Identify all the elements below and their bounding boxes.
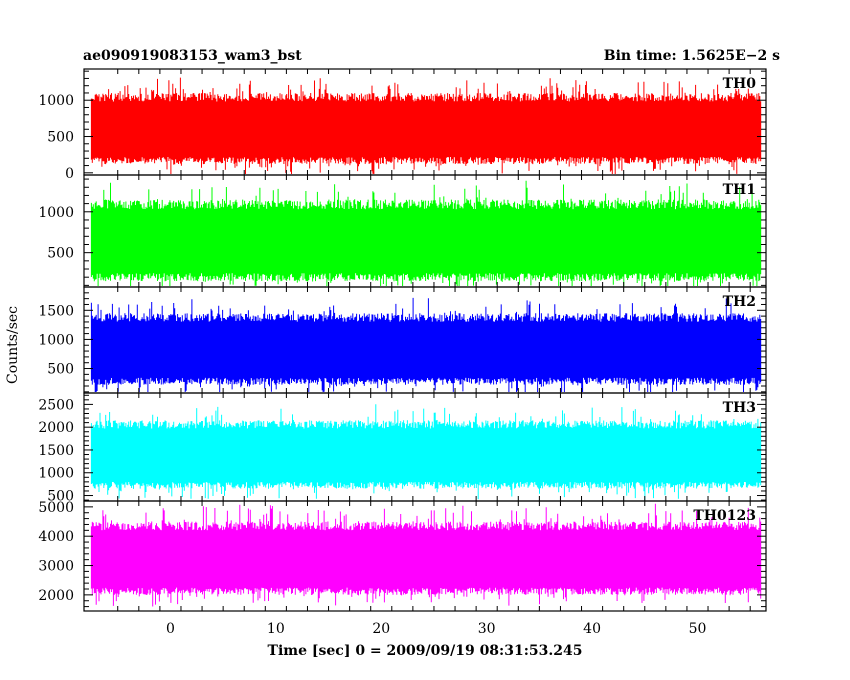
y-tick-label: 1000 — [38, 93, 74, 109]
bin-time-label: Bin time: 1.5625E−2 s — [604, 48, 780, 64]
y-tick-label: 1500 — [38, 443, 74, 459]
x-tick-label: 40 — [583, 621, 601, 637]
panel-name-th3: TH3 — [723, 400, 756, 416]
y-tick-label: 0 — [65, 166, 74, 182]
panel-th3: 500 1000 1500 2000 2500 TH3 — [38, 392, 767, 505]
panel-name-th0: TH0 — [723, 76, 757, 92]
series-th2-trace — [90, 297, 762, 392]
y-tick-label: 500 — [47, 246, 74, 262]
panel-th0123: 2000 3000 4000 5000 TH0123 — [38, 500, 767, 612]
panel-th2: 500 1000 1500 TH2 — [38, 286, 767, 394]
y-tick-label: 2500 — [38, 397, 74, 413]
series-th3-trace — [90, 404, 762, 500]
y-tick-label: 500 — [47, 362, 74, 378]
panel-frame — [83, 500, 767, 612]
x-axis-label: Time [sec] 0 = 2009/09/19 08:31:53.245 — [268, 643, 583, 659]
y-tick-label: 1000 — [38, 205, 74, 221]
x-tick-label: 50 — [689, 621, 707, 637]
x-tick-label: 0 — [166, 621, 175, 637]
y-tick-label: 1500 — [38, 303, 74, 319]
y-tick-label: 3000 — [38, 559, 74, 575]
figure-title: ae090919083153_wam3_bst — [83, 48, 302, 64]
y-tick-label: 2000 — [38, 420, 74, 436]
y-tick-label: 1000 — [38, 332, 74, 348]
panels-group: 05001000TH05001000TH150010001500TH250010… — [38, 68, 767, 637]
y-tick-label: 500 — [47, 130, 74, 146]
x-tick-label: 30 — [478, 621, 496, 637]
y-tick-label: 4000 — [38, 529, 74, 545]
series-th1-trace — [90, 180, 762, 286]
y-axis-label: Counts/sec — [5, 306, 21, 384]
series-th0123-trace — [90, 503, 762, 607]
panel-th0: 0 500 1000 TH0 — [38, 68, 767, 182]
panel-name-th2: TH2 — [723, 294, 756, 310]
x-tick-label: 20 — [372, 621, 390, 637]
y-tick-label: 500 — [47, 489, 74, 505]
series-th0-trace — [90, 77, 762, 174]
x-tick-label: 10 — [267, 621, 285, 637]
panel-th1: 500 1000 TH1 — [38, 174, 767, 288]
panel-name-th1: TH1 — [723, 182, 756, 198]
y-tick-label: 5000 — [38, 500, 74, 516]
panel-name-th0123: TH0123 — [693, 508, 756, 524]
y-tick-label: 1000 — [38, 466, 74, 482]
y-tick-label: 2000 — [38, 588, 74, 604]
